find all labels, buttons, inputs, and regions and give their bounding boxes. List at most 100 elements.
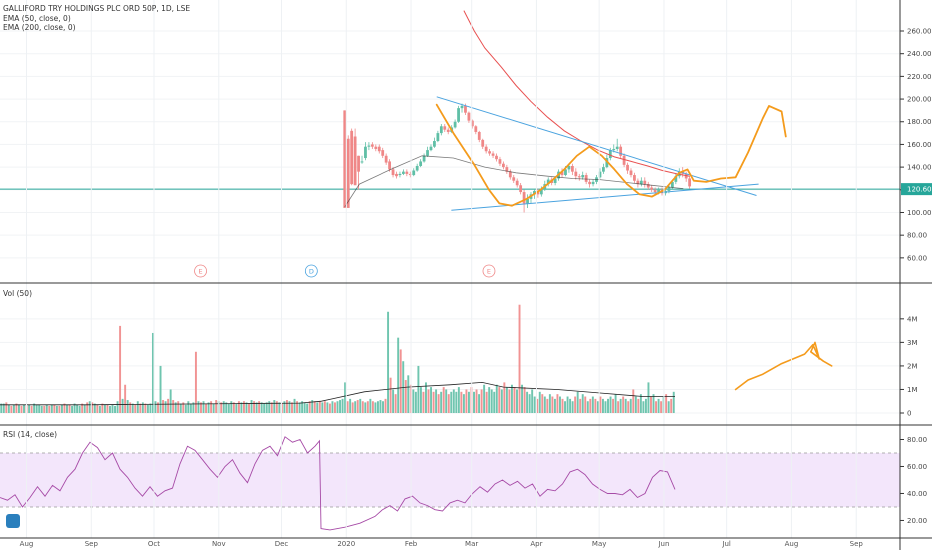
price-tick-label: 100.00 <box>907 209 932 217</box>
volume-bar <box>455 391 458 413</box>
ema-200-label[interactable]: EMA (200, close, 0) <box>3 23 76 32</box>
volume-bar <box>427 389 430 413</box>
volume-bar <box>15 403 18 413</box>
candle-body <box>570 165 574 172</box>
volume-bar <box>586 401 589 413</box>
volume-bar <box>179 403 182 413</box>
volume-bar <box>579 398 582 413</box>
volume-bar <box>308 401 311 413</box>
volume-bar <box>627 401 630 413</box>
rsi-pane[interactable] <box>0 436 900 531</box>
symbol-title[interactable]: GALLIFORD TRY HOLDINGS PLC ORD 50P, 1D, … <box>3 4 191 13</box>
volume-label[interactable]: Vol (50) <box>3 289 33 298</box>
candle-body <box>591 181 595 185</box>
month-tick-label: May <box>592 540 606 548</box>
volume-bar <box>665 394 668 413</box>
volume-tick-label: 3M <box>907 339 918 347</box>
candle-body <box>667 187 671 191</box>
volume-bar <box>478 394 481 413</box>
volume-bar <box>182 402 185 413</box>
candle-body <box>405 171 409 174</box>
volume-bar <box>50 404 53 413</box>
candle-body <box>477 131 481 140</box>
month-tick-label: Mar <box>465 540 478 548</box>
candle-body <box>388 161 392 170</box>
ema-50-line <box>344 155 684 208</box>
candle-body <box>364 146 367 159</box>
volume-bar <box>98 405 101 413</box>
volume-bar <box>584 396 587 413</box>
volume-bar <box>111 404 114 413</box>
volume-bar <box>361 401 364 413</box>
event-marker <box>194 264 207 278</box>
volume-bar <box>323 401 326 413</box>
rsi-legend: RSI (14, close) <box>3 430 57 440</box>
volume-bar <box>33 403 36 413</box>
volume-bar <box>632 389 635 413</box>
volume-bar <box>68 404 71 413</box>
month-tick-label: Nov <box>212 540 226 548</box>
candle-body <box>470 120 474 127</box>
volume-bar <box>526 391 529 413</box>
candle-body <box>426 150 429 156</box>
volume-bar <box>136 401 139 413</box>
volume-bar <box>28 404 31 413</box>
candle-body <box>377 146 381 152</box>
volume-bar <box>655 401 658 413</box>
volume-bar <box>2 403 5 413</box>
candle-body <box>560 171 564 176</box>
volume-bar <box>556 394 559 413</box>
candle-body <box>381 150 385 156</box>
volume-bar <box>339 400 341 413</box>
candle-body <box>350 130 354 185</box>
volume-bar <box>485 391 488 413</box>
candle-body <box>602 167 605 172</box>
volume-bar <box>162 400 165 413</box>
candle-body <box>439 126 443 134</box>
volume-bar <box>23 404 25 413</box>
volume-bar <box>637 398 640 413</box>
volume-bar <box>639 394 642 413</box>
volume-bar <box>66 404 68 413</box>
volume-bar <box>521 384 524 413</box>
volume-bar <box>5 402 8 413</box>
volume-bar <box>288 401 291 413</box>
volume-bar <box>559 396 561 413</box>
candle-body <box>508 171 512 178</box>
candle-body <box>401 171 405 174</box>
volume-bar <box>571 401 574 413</box>
volume-bar <box>397 337 400 413</box>
candle-body <box>391 169 395 176</box>
tradingview-logo-icon[interactable] <box>6 514 20 528</box>
volume-bar <box>624 398 627 413</box>
volume-bar <box>215 400 218 413</box>
volume-bar <box>457 387 460 413</box>
candle-body <box>553 178 557 183</box>
volume-bar <box>516 389 518 413</box>
candle-body <box>564 169 567 176</box>
volume-bar <box>541 394 544 413</box>
volume-bar <box>12 404 15 413</box>
candle-body <box>474 126 478 132</box>
candle-body <box>567 165 571 170</box>
volume-bar <box>121 398 124 413</box>
volume-bar <box>293 398 296 413</box>
candle-body <box>512 177 516 181</box>
candle-body <box>615 146 619 149</box>
price-tick-label: 240.00 <box>907 50 932 58</box>
volume-bar <box>374 402 377 413</box>
volume-bar <box>536 398 539 413</box>
volume-bar <box>432 391 435 413</box>
volume-pane[interactable] <box>0 304 900 414</box>
candle-body <box>588 181 592 185</box>
volume-bar <box>614 394 617 413</box>
volume-bar <box>83 404 86 413</box>
volume-bar <box>369 398 372 413</box>
rsi-label[interactable]: RSI (14, close) <box>3 430 58 439</box>
candle-body <box>370 144 374 147</box>
ema-50-label[interactable]: EMA (50, close, 0) <box>3 13 71 23</box>
ema-200-line <box>463 10 690 177</box>
volume-bar <box>0 403 3 413</box>
